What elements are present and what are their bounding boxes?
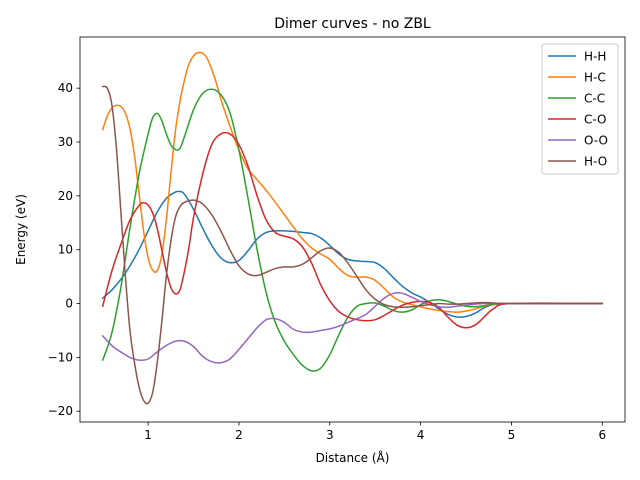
chart-title: Dimer curves - no ZBL xyxy=(274,16,431,32)
legend-label-h-c: H-C xyxy=(584,71,606,85)
series-line-c-c xyxy=(101,88,604,372)
y-axis-label: Energy (eV) xyxy=(14,194,28,265)
y-tick-label: 0 xyxy=(65,297,73,311)
y-tick-label: 30 xyxy=(58,135,73,149)
legend-label-c-c: C-C xyxy=(584,92,605,106)
y-tick-label: −20 xyxy=(48,404,73,418)
series-line-h-c xyxy=(101,51,604,313)
x-tick-label: 6 xyxy=(598,428,606,442)
y-tick-label: 40 xyxy=(58,81,73,95)
legend-label-c-o: C-O xyxy=(584,113,607,127)
x-tick-label: 3 xyxy=(326,428,334,442)
y-tick-label: 10 xyxy=(58,243,73,257)
x-axis-ticks: 1 2 3 4 5 6 xyxy=(144,422,606,442)
series-line-h-o xyxy=(101,85,604,405)
plot-frame xyxy=(79,36,626,423)
y-tick-label: 20 xyxy=(58,189,73,203)
x-tick-label: 4 xyxy=(417,428,425,442)
x-tick-label: 1 xyxy=(144,428,152,442)
legend-label-h-h: H-H xyxy=(584,50,606,64)
x-axis-label: Distance (Å) xyxy=(316,450,390,465)
x-tick-label: 2 xyxy=(235,428,243,442)
legend-label-h-o: H-O xyxy=(584,155,607,169)
legend: H-H H-C C-C C-O O-O H-O xyxy=(541,43,619,175)
y-tick-label: −10 xyxy=(48,350,73,364)
series-line-o-o xyxy=(101,292,604,364)
series-layer xyxy=(101,51,604,405)
legend-label-o-o: O-O xyxy=(584,134,608,148)
series-line-c-o xyxy=(101,131,604,329)
y-axis-ticks: −20 −10 0 10 20 30 40 xyxy=(48,81,80,418)
x-tick-label: 5 xyxy=(508,428,516,442)
